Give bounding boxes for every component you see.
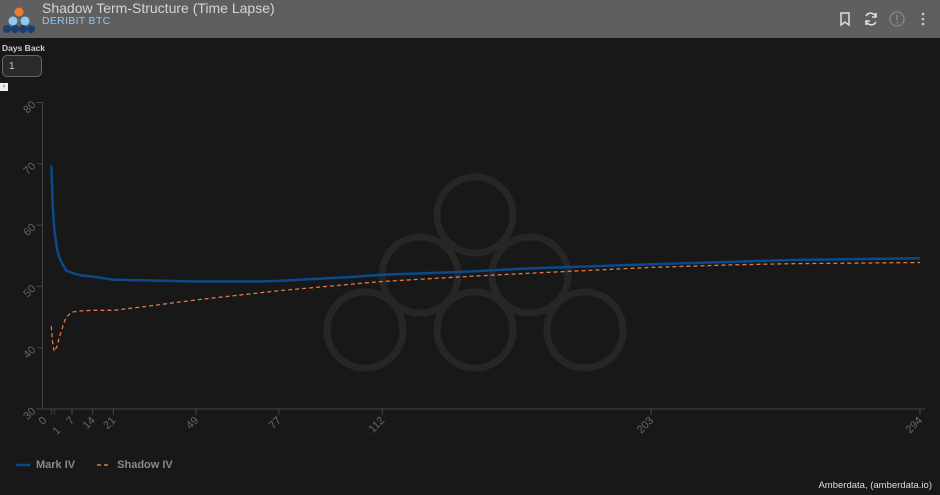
y-tick-label: 30 (21, 405, 38, 422)
x-tick-label: 7 (64, 415, 77, 428)
widget-header: Shadow Term-Structure (Time Lapse) DERIB… (0, 0, 940, 38)
x-tick-label: 294 (904, 415, 925, 436)
legend-label: Shadow IV (117, 459, 173, 471)
x-tick-label: 21 (101, 415, 118, 432)
y-tick-label: 70 (21, 160, 38, 177)
watermark-logo (323, 173, 627, 372)
y-tick-label: 50 (21, 283, 38, 300)
days-back-input[interactable] (2, 55, 42, 77)
x-tick-label: 0 (37, 415, 50, 428)
bookmark-icon[interactable] (836, 10, 854, 28)
expand-chevron-icon[interactable]: › (0, 83, 8, 91)
chart-legend: Mark IV Shadow IV (16, 459, 173, 471)
y-tick-label: 60 (21, 222, 38, 239)
legend-label: Mark IV (36, 459, 76, 471)
y-tick-label: 40 (21, 344, 38, 361)
more-vert-icon[interactable] (914, 10, 932, 28)
x-tick-label: 77 (267, 415, 284, 432)
amberdata-logo-icon (3, 7, 35, 33)
widget-subtitle: DERIBIT BTC (42, 15, 111, 27)
legend-shadow-iv[interactable]: Shadow IV (97, 459, 173, 471)
x-tick-label: 112 (366, 415, 387, 436)
series-line-shadow-iv (50, 261, 921, 353)
widget-title: Shadow Term-Structure (Time Lapse) (42, 0, 275, 16)
refresh-icon[interactable] (862, 10, 880, 28)
days-back-label: Days Back (2, 43, 46, 53)
x-tick-label: 1 (51, 425, 64, 438)
info-icon[interactable] (888, 10, 906, 28)
series-line-mark-iv (50, 165, 921, 283)
x-tick-label: 203 (635, 415, 656, 436)
credit-text: Amberdata, (amberdata.io) (818, 480, 932, 491)
legend-mark-iv[interactable]: Mark IV (16, 459, 75, 471)
x-tick-label: 49 (184, 415, 201, 432)
y-tick-label: 80 (21, 99, 38, 116)
x-tick-label: 14 (81, 415, 98, 432)
